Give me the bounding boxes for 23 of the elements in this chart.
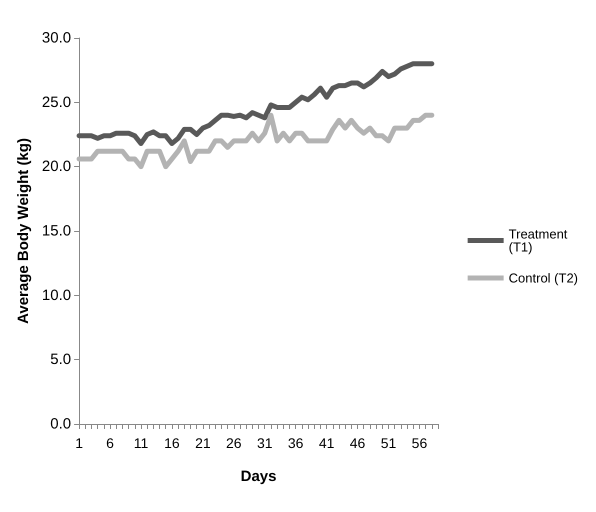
y-tick-label: 10.0 — [42, 286, 72, 304]
x-tick-label: 11 — [134, 435, 148, 451]
x-axis-title: Days — [240, 468, 276, 485]
y-tick-label: 0.0 — [50, 416, 72, 432]
x-tick-label: 21 — [195, 435, 211, 451]
y-tick-label: 30.0 — [42, 30, 72, 46]
x-tick-label: 31 — [256, 435, 273, 451]
x-tick-label: 41 — [318, 435, 335, 451]
x-tick-label: 16 — [164, 435, 180, 451]
x-tick-label: 46 — [350, 435, 366, 451]
x-tick-label: 26 — [226, 435, 242, 451]
x-tick-label: 56 — [412, 435, 428, 451]
y-tick-label: 20.0 — [42, 158, 72, 176]
x-tick-label: 36 — [288, 435, 304, 451]
y-tick-label: 5.0 — [50, 351, 72, 368]
y-tick-label: 15.0 — [42, 222, 72, 240]
legend-label: Control (T2) — [508, 270, 578, 286]
x-tick-label: 1 — [75, 435, 84, 451]
x-tick-label: 6 — [106, 435, 114, 451]
y-tick-label: 25.0 — [42, 94, 72, 111]
legend-label: Treatment (T1) — [508, 226, 572, 254]
x-tick-label: 51 — [380, 435, 396, 451]
y-axis-title: Average Body Weight (kg) — [15, 138, 32, 324]
